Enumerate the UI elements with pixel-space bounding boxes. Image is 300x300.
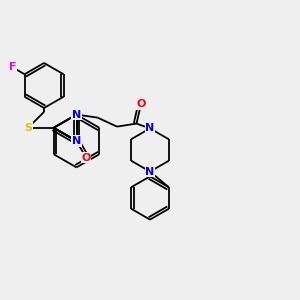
Text: F: F [9,62,16,73]
Text: N: N [146,123,154,134]
Text: S: S [24,123,32,133]
Text: N: N [72,110,81,120]
Text: O: O [82,153,91,163]
Text: O: O [136,99,146,109]
Text: N: N [72,136,81,146]
Text: N: N [146,167,154,177]
